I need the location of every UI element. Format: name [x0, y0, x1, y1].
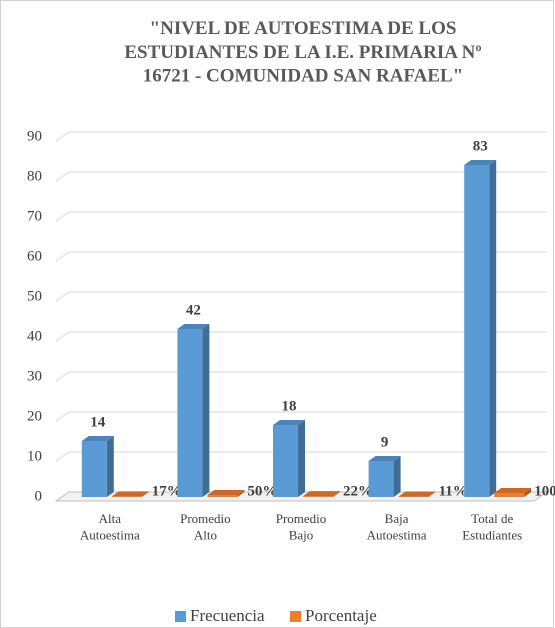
x-tick-label: Promedio Alto	[180, 511, 231, 542]
bar	[111, 496, 142, 497]
bar-side	[524, 488, 532, 497]
bar-side	[298, 420, 305, 497]
bar	[494, 493, 525, 497]
grid-line-side	[55, 451, 70, 462]
y-tick-label: 90	[27, 128, 42, 144]
data-label: 83	[473, 138, 488, 154]
bar	[273, 425, 298, 497]
bar-top	[398, 491, 436, 497]
bar	[464, 165, 490, 497]
data-label: 14	[90, 414, 106, 430]
bar-top	[177, 324, 210, 329]
bar-top	[207, 490, 245, 495]
bar-side	[237, 490, 245, 497]
chart-title: "NIVEL DE AUTOESTIMA DE LOS ESTUDIANTES D…	[124, 18, 481, 87]
data-label: 17%	[152, 483, 182, 499]
legend-swatch	[175, 611, 186, 622]
y-tick-label: 60	[27, 248, 42, 264]
bar-top	[111, 491, 149, 497]
x-tick-label: Promedio Bajo	[276, 511, 327, 542]
bar-side	[202, 324, 210, 497]
x-tick-label: Baja Autoestima	[367, 511, 427, 542]
data-label: 18	[282, 398, 297, 414]
bar-side	[489, 160, 497, 497]
bar-top	[303, 491, 340, 497]
x-tick-label: Total de Estudiantes	[462, 511, 522, 542]
bar-side	[393, 456, 401, 497]
x-tick-label: Alta Autoestima	[80, 511, 140, 542]
y-tick-label: 0	[35, 488, 43, 504]
bar-top	[273, 420, 305, 425]
grid-line-side	[55, 411, 70, 422]
y-tick-label: 80	[27, 168, 42, 184]
bar	[81, 441, 107, 497]
y-tick-label: 50	[27, 288, 42, 304]
bar	[177, 329, 203, 497]
bar	[207, 495, 238, 497]
grid-line-side	[55, 171, 70, 182]
bar-top	[494, 488, 532, 493]
y-tick-label: 30	[27, 368, 42, 384]
y-tick-label: 10	[27, 448, 42, 464]
bar-side	[141, 491, 149, 497]
grid-line-side	[55, 251, 70, 262]
bar-top	[81, 436, 114, 441]
data-label: 50%	[247, 483, 277, 499]
data-label: 100%	[534, 483, 555, 499]
bar-side	[106, 436, 114, 497]
legend-swatch	[290, 611, 301, 622]
bar-side	[333, 491, 340, 497]
legend-label: Frecuencia	[190, 606, 265, 625]
grid-line-side	[55, 331, 70, 342]
bar-top	[368, 456, 401, 461]
data-label: 42	[186, 302, 201, 318]
grid-line-side	[55, 291, 70, 302]
bar	[303, 496, 333, 497]
data-label: 22%	[343, 483, 373, 499]
grid-line-side	[55, 211, 70, 222]
bar-top	[464, 160, 497, 165]
data-label: 9	[381, 434, 389, 450]
y-tick-label: 70	[27, 208, 42, 224]
data-label: 11%	[439, 483, 468, 499]
grid-line-side	[55, 131, 70, 142]
y-tick-label: 40	[27, 328, 42, 344]
grid-line-side	[55, 371, 70, 382]
bar	[368, 461, 394, 497]
legend-label: Porcentaje	[305, 606, 377, 625]
y-tick-label: 20	[27, 408, 42, 424]
bar-side	[428, 491, 436, 497]
